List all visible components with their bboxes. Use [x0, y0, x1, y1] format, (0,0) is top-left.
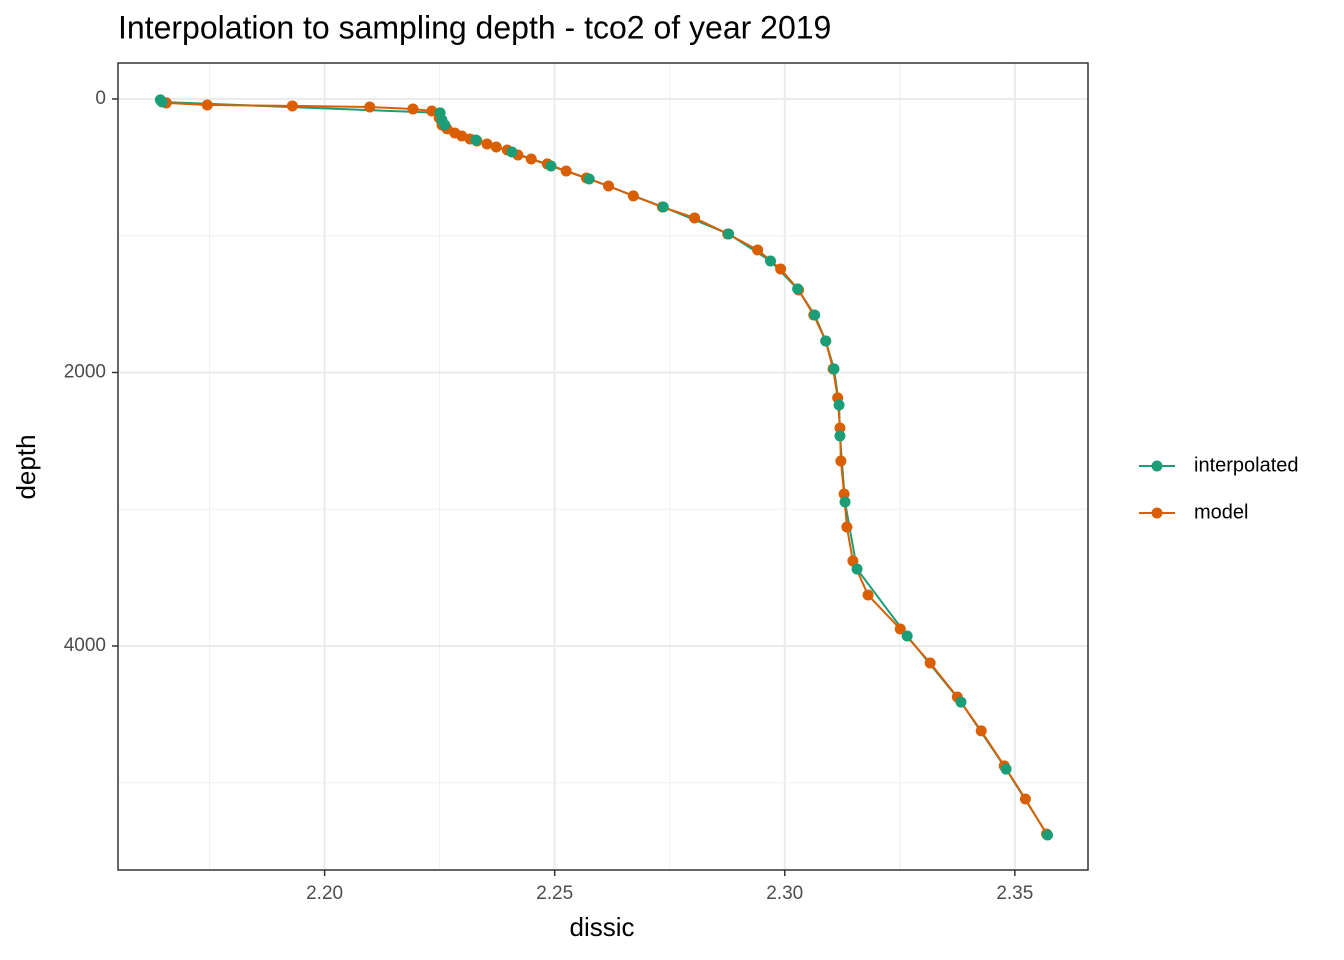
data-point	[364, 101, 376, 113]
x-tick-label: 2.20	[306, 883, 343, 904]
data-point	[924, 657, 936, 669]
data-point	[407, 103, 419, 115]
data-point	[820, 335, 832, 347]
data-point	[723, 228, 735, 240]
data-point	[481, 138, 493, 150]
data-point	[560, 165, 572, 177]
data-point	[525, 153, 537, 165]
data-point	[201, 99, 213, 111]
y-axis-title: depth	[11, 434, 41, 499]
data-point	[545, 160, 557, 172]
data-point	[439, 119, 451, 131]
y-tick-label: 0	[95, 88, 106, 109]
data-point	[689, 212, 701, 224]
legend-label: model	[1194, 501, 1248, 523]
data-point	[955, 696, 967, 708]
data-point	[1042, 829, 1054, 841]
data-point	[506, 146, 518, 158]
data-point	[834, 422, 846, 434]
data-point	[809, 309, 821, 321]
data-point	[834, 430, 846, 442]
data-point	[470, 134, 482, 146]
data-point	[752, 244, 764, 256]
data-point	[828, 363, 840, 375]
data-point	[894, 623, 906, 635]
data-point	[764, 255, 776, 267]
data-point	[156, 96, 168, 108]
y-tick-label: 4000	[64, 635, 106, 656]
x-tick-label: 2.30	[766, 883, 803, 904]
data-point	[862, 589, 874, 601]
data-point	[792, 283, 804, 295]
legend-key-point	[1151, 460, 1163, 472]
data-point	[286, 100, 298, 112]
x-tick-label: 2.25	[536, 883, 573, 904]
legend-key-point	[1151, 507, 1163, 519]
data-point	[975, 725, 987, 737]
data-point	[901, 630, 913, 642]
panel-border	[117, 62, 1089, 871]
data-point	[775, 263, 787, 275]
data-point	[1019, 793, 1031, 805]
data-point	[490, 141, 502, 153]
legend-label: interpolated	[1194, 454, 1299, 476]
x-axis-title: dissic	[569, 912, 634, 942]
data-point	[583, 173, 595, 185]
data-point	[456, 130, 468, 142]
data-point	[851, 563, 863, 575]
x-tick-label: 2.35	[996, 883, 1033, 904]
data-point	[841, 521, 853, 533]
chart-title: Interpolation to sampling depth - tco2 o…	[118, 9, 831, 45]
data-point	[426, 105, 438, 117]
data-point	[833, 399, 845, 411]
y-tick-label: 2000	[64, 361, 106, 382]
data-point	[627, 190, 639, 202]
data-point	[835, 455, 847, 467]
data-point	[657, 201, 669, 213]
data-point	[603, 180, 615, 192]
plot-panel	[118, 63, 1088, 870]
data-point	[1000, 763, 1012, 775]
data-point	[839, 496, 851, 508]
